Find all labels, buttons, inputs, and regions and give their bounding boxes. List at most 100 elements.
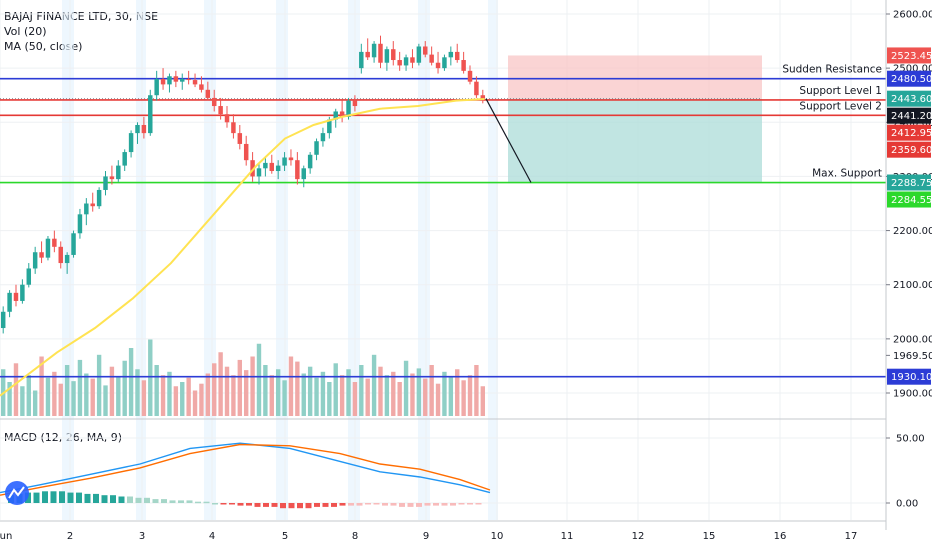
volume-bar-36	[231, 375, 236, 416]
volume-bar-15	[96, 354, 102, 416]
macd-hist-bar-12	[110, 495, 116, 503]
macd-hist-bar-6	[59, 491, 65, 503]
volume-bar-10	[64, 365, 70, 416]
macd-hist-bar-21	[186, 500, 193, 503]
macd-hist-bar-30	[263, 503, 269, 507]
volume-bar-70	[448, 376, 454, 416]
volume-bar-17	[109, 366, 115, 416]
macd-hist-bar-53	[458, 503, 465, 505]
macd-tick-1: 0.00	[896, 499, 918, 510]
candle-body-17	[109, 176, 115, 180]
volume-bar-68	[435, 383, 441, 416]
trade-box	[0, 55, 762, 183]
macd-hist-bar-37	[322, 503, 329, 507]
candle-body-55	[352, 100, 358, 107]
level-label-2: Support Level 2	[799, 100, 882, 112]
macd-hist-bar-28	[246, 503, 252, 506]
macd-hist-bar-17	[152, 499, 159, 503]
projection-line	[485, 98, 532, 183]
volume-bar-49	[314, 377, 319, 416]
candle-body-67	[429, 54, 434, 63]
price-tick-1: 2500.00	[893, 64, 932, 75]
candle-body-58	[371, 43, 377, 58]
price-tag-bg-2	[887, 90, 931, 107]
macd-hist-bar-13	[118, 496, 125, 503]
volume-bar-44	[282, 380, 287, 416]
macd-hist-bar-40	[348, 503, 354, 506]
volume-bar-11	[71, 381, 76, 416]
candle-body-43	[275, 165, 281, 172]
candle-body-24	[154, 78, 159, 96]
volume-bar-66	[423, 378, 428, 416]
candle-body-8	[52, 238, 57, 247]
volume-bar-67	[429, 365, 434, 416]
volume-bar-7	[45, 377, 51, 416]
candle-body-13	[84, 203, 89, 215]
macd-hist-bar-32	[280, 503, 286, 509]
volume-bar-42	[269, 375, 274, 416]
volume-bar-48	[307, 366, 313, 416]
volume-bar-20	[128, 348, 134, 416]
volume-bar-31	[199, 383, 204, 416]
volume-bar-72	[461, 380, 466, 416]
candle-body-63	[403, 57, 409, 66]
volume-bar-4	[26, 375, 31, 416]
candle-body-30	[192, 80, 198, 85]
candle-body-48	[307, 154, 313, 169]
volume-bar-32	[205, 373, 211, 416]
candle-body-25	[160, 78, 166, 85]
candle-body-66	[423, 46, 428, 55]
candle-body-51	[327, 119, 332, 134]
macd-hist-bar-44	[382, 503, 388, 506]
vol-indicator-label[interactable]: Vol (20)	[4, 25, 47, 38]
candle-body-54	[346, 100, 351, 117]
price-tag-8: 1930.10	[891, 372, 932, 383]
macd-tick-0: 50.00	[896, 434, 925, 445]
volume-bar-43	[275, 369, 281, 416]
macd-hist-bar-49	[424, 503, 431, 506]
candle-body-56	[359, 51, 364, 69]
volume-bar-71	[455, 369, 460, 416]
candle-body-26	[167, 76, 172, 85]
time-tick-11: 16	[774, 531, 787, 542]
candle-body-21	[135, 124, 140, 134]
candle-body-37	[237, 133, 243, 144]
candle-body-35	[224, 114, 230, 123]
candle-body-44	[282, 157, 287, 166]
volume-bar-40	[256, 343, 262, 416]
candle-body-10	[64, 254, 70, 264]
candle-body-11	[71, 233, 76, 255]
price-tag-bg-8	[887, 368, 931, 385]
price-tick-5: 2100.00	[893, 280, 932, 291]
macd-hist-bar-5	[50, 491, 57, 503]
candle-body-47	[301, 168, 306, 180]
volume-bar-19	[122, 360, 127, 416]
candle-body-27	[173, 76, 179, 82]
candle-body-9	[58, 246, 63, 264]
macd-hist-bar-29	[254, 503, 261, 507]
macd-hist-bar-55	[475, 503, 482, 505]
candle-body-73	[467, 70, 473, 82]
session-band-6	[488, 0, 498, 520]
candle-body-15	[96, 189, 102, 207]
volume-bar-60	[384, 375, 390, 416]
candle-body-2	[13, 292, 19, 301]
macd-hist-bar-15	[135, 497, 142, 503]
price-tag-7: 2284.55	[891, 195, 932, 206]
macd-hist-bar-27	[237, 503, 244, 506]
macd-hist-bar-47	[407, 503, 414, 507]
level-label-1: Support Level 1	[799, 85, 882, 97]
volume-bar-28	[180, 382, 185, 416]
candle-body-34	[218, 106, 223, 115]
time-tick-4: 5	[282, 531, 288, 542]
volume-bar-34	[218, 352, 223, 416]
candle-body-70	[448, 51, 454, 58]
volume-bar-21	[135, 369, 140, 416]
time-tick-0: un	[0, 531, 12, 542]
volume-bar-38	[244, 370, 249, 416]
candle-body-4	[26, 268, 32, 285]
volume-bar-30	[192, 390, 198, 416]
macd-hist-bar-10	[93, 493, 99, 503]
candle-body-50	[320, 133, 326, 142]
